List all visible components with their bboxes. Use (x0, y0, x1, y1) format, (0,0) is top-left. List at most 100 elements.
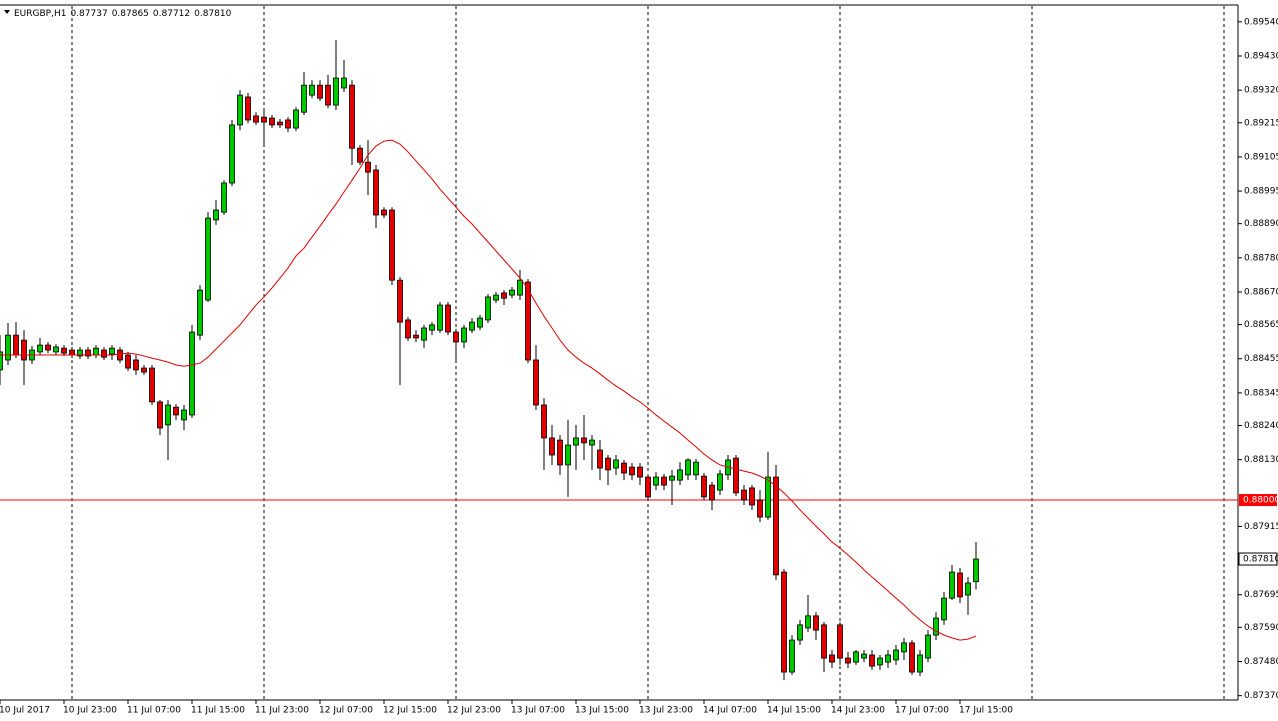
candle-body (837, 624, 843, 659)
x-tick-label: 12 Jul 23:00 (447, 706, 501, 716)
candle-body (749, 487, 755, 506)
candle-body (645, 476, 651, 498)
candle-body (917, 654, 923, 673)
candle-body (141, 367, 147, 373)
candle-body (965, 582, 971, 596)
candles (0, 40, 979, 681)
x-tick-label: 14 Jul 07:00 (703, 706, 757, 716)
candle-body (333, 77, 339, 106)
candle-body (653, 476, 659, 486)
candle-body (605, 457, 611, 471)
y-tick-label: 0.87590 (1244, 623, 1278, 633)
candle-body (93, 347, 99, 356)
candle-body (509, 289, 515, 296)
candle-body (829, 654, 835, 663)
candle-body (933, 617, 939, 636)
candle-body (229, 124, 235, 184)
y-tick-label: 0.88995 (1244, 187, 1278, 197)
price-marker-box (1238, 552, 1278, 566)
candle-body (365, 161, 371, 173)
price-marker-label: 0.87810 (1243, 555, 1278, 565)
candle-body (413, 334, 419, 339)
candle-body (469, 321, 475, 331)
header-value: 0.87865 (112, 9, 149, 19)
x-tick-label: 10 Jul 23:00 (63, 706, 117, 716)
candle-body (269, 117, 275, 126)
y-tick-label: 0.88455 (1244, 354, 1278, 364)
candle-body (397, 279, 403, 323)
candle-body (309, 84, 315, 96)
candle-body (349, 84, 355, 149)
candle-body (853, 651, 859, 663)
candle-body (125, 354, 131, 369)
candle-body (197, 289, 203, 336)
x-tick-label: 17 Jul 07:00 (895, 706, 949, 716)
candle-body (245, 96, 251, 121)
candle-body (181, 409, 187, 421)
x-tick-label: 10 Jul 2017 (0, 706, 50, 716)
candle-body (669, 475, 675, 481)
x-tick-label: 13 Jul 23:00 (639, 706, 693, 716)
x-tick-label: 11 Jul 15:00 (191, 706, 245, 716)
menu-arrow[interactable] (4, 10, 10, 14)
y-tick-label: 0.87915 (1244, 522, 1278, 532)
y-tick-label: 0.88565 (1244, 320, 1278, 330)
y-tick-label: 0.88130 (1244, 455, 1278, 465)
candle-body (221, 182, 227, 213)
candle-body (765, 476, 771, 518)
y-tick-label: 0.88780 (1244, 253, 1278, 263)
y-tick-label: 0.88345 (1244, 388, 1278, 398)
candle-body (493, 294, 499, 301)
candle-body (389, 209, 395, 281)
candle-body (693, 461, 699, 476)
symbol-title: EURGBP,H1 (14, 9, 66, 19)
candle-body (733, 457, 739, 494)
candle-body (973, 558, 979, 583)
candle-body (861, 653, 867, 659)
candle-body (581, 437, 587, 444)
candle-body (117, 349, 123, 361)
header-value: 0.87712 (153, 9, 190, 19)
candle-body (613, 459, 619, 469)
candle-body (941, 597, 947, 621)
candle-body (165, 404, 171, 426)
candle-body (709, 484, 715, 501)
candle-body (821, 624, 827, 659)
y-tick-label: 0.87370 (1244, 691, 1278, 701)
y-tick-label: 0.89430 (1244, 51, 1278, 61)
candle-body (533, 359, 539, 406)
candle-body (237, 94, 243, 126)
candle-body (573, 437, 579, 446)
candle-body (685, 459, 691, 476)
candle-body (501, 292, 507, 299)
candle-body (53, 346, 59, 353)
candle-body (805, 615, 811, 629)
x-tick-label: 17 Jul 15:00 (959, 706, 1013, 716)
candle-body (677, 469, 683, 481)
x-tick-label: 12 Jul 15:00 (383, 706, 437, 716)
header-value: 0.87737 (70, 9, 107, 19)
candle-body (317, 84, 323, 99)
candle-body (261, 116, 267, 123)
candle-body (133, 359, 139, 371)
candle-body (629, 466, 635, 476)
candle-body (845, 657, 851, 664)
candle-body (173, 406, 179, 416)
candle-body (461, 327, 467, 343)
y-tick-label: 0.88890 (1244, 219, 1278, 229)
chart-header: EURGBP,H1 0.87737 0.87865 0.87712 0.87810 (14, 9, 232, 19)
candle-body (781, 571, 787, 673)
candle-body (213, 209, 219, 221)
candle-body (77, 349, 83, 357)
candle-body (21, 339, 27, 361)
candle-body (277, 121, 283, 126)
candle-body (797, 624, 803, 641)
header-value: 0.87810 (194, 9, 231, 19)
x-tick-label: 11 Jul 07:00 (127, 706, 181, 716)
candle-body (757, 499, 763, 518)
y-tick-label: 0.88670 (1244, 287, 1278, 297)
candle-body (357, 147, 363, 163)
y-tick-label: 0.88240 (1244, 421, 1278, 431)
y-tick-label: 0.89215 (1244, 118, 1278, 128)
